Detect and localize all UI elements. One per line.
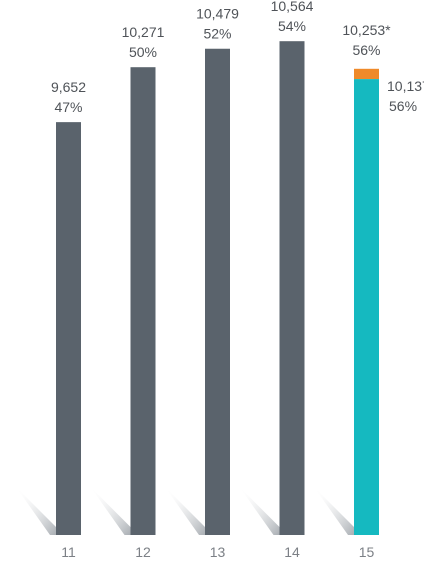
percent-label: 50% bbox=[129, 44, 157, 60]
value-label: 10,479 bbox=[196, 6, 239, 22]
value-label: 10,253* bbox=[342, 22, 391, 38]
x-tick-label: 13 bbox=[210, 544, 226, 560]
percent-label: 54% bbox=[278, 18, 306, 34]
bar-shadow bbox=[239, 487, 280, 535]
bar-shadow bbox=[314, 487, 354, 535]
base-value-label: 10,137 bbox=[387, 78, 424, 94]
bar bbox=[279, 41, 305, 535]
bar-shadows bbox=[16, 487, 354, 535]
value-label: 10,564 bbox=[271, 0, 314, 14]
x-tick-label: 14 bbox=[284, 544, 300, 560]
bar-shadow bbox=[165, 487, 205, 535]
data-labels: 9,652 47% 10,271 50% 10,479 52% 10,564 54% 10,25… bbox=[51, 0, 424, 115]
bar-shadow bbox=[16, 487, 56, 535]
value-label: 10,271 bbox=[122, 24, 165, 40]
bars bbox=[56, 41, 379, 536]
bar bbox=[56, 122, 81, 535]
bar-segment-top bbox=[354, 68, 379, 80]
bar bbox=[205, 48, 230, 536]
percent-label: 52% bbox=[203, 26, 231, 42]
value-label: 9,652 bbox=[51, 79, 86, 95]
percent-label: 47% bbox=[54, 99, 82, 115]
x-tick-label: 15 bbox=[359, 544, 375, 560]
x-axis-ticks: 11 12 13 14 15 bbox=[61, 544, 374, 560]
bar-segment-base bbox=[354, 79, 379, 535]
base-percent-label: 56% bbox=[389, 98, 417, 114]
bar bbox=[130, 67, 156, 535]
x-tick-label: 11 bbox=[61, 544, 76, 560]
x-tick-label: 12 bbox=[135, 544, 151, 560]
bar-shadow bbox=[90, 487, 131, 535]
percent-label: 56% bbox=[352, 42, 380, 58]
